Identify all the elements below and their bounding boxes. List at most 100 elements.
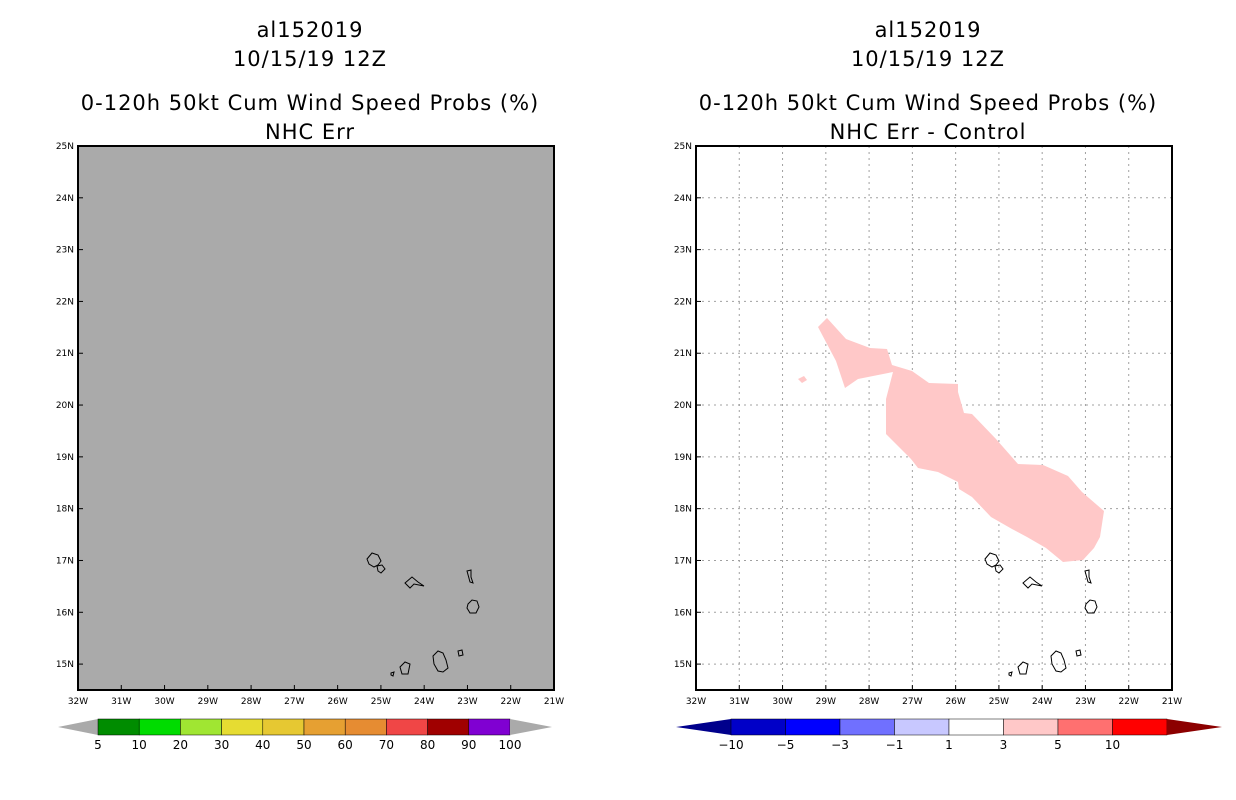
lon-label: 29W xyxy=(816,697,836,707)
colorbar-low-arrow xyxy=(58,719,98,735)
left-map-background xyxy=(78,146,554,690)
lat-label: 23N xyxy=(56,246,74,256)
colorbar-segment xyxy=(303,718,346,736)
left-lat-axis: 25N 24N 23N 22N 21N 20N 19N 18N 17N 16N 15N xyxy=(56,142,83,670)
colorbar-label: 90 xyxy=(461,738,476,752)
colorbar-label: 1 xyxy=(945,738,953,752)
lat-label: 17N xyxy=(674,556,692,566)
lat-label: 24N xyxy=(674,194,692,204)
lon-label: 25W xyxy=(371,697,391,707)
colorbar-segment xyxy=(730,718,786,736)
colorbar-segment xyxy=(138,718,181,736)
difference-area-small xyxy=(798,376,807,383)
colorbar-high-arrow xyxy=(1167,719,1222,735)
colorbar-label: 5 xyxy=(94,738,102,752)
colorbar-segment xyxy=(1057,718,1113,736)
colorbar-segment xyxy=(262,718,305,736)
colorbar-segment xyxy=(97,718,140,736)
lat-label: 15N xyxy=(56,660,74,670)
colorbar-label: −3 xyxy=(831,738,849,752)
colorbar-segment xyxy=(468,718,511,736)
colorbar-segment xyxy=(1112,718,1168,736)
colorbar-label: 60 xyxy=(338,738,353,752)
colorbar-low-arrow xyxy=(676,719,731,735)
colorbar-segment xyxy=(386,718,428,736)
colorbar-label: 30 xyxy=(214,738,229,752)
right-lon-axis: 32W 31W 30W 29W 28W 27W 26W 25W 24W 23W 22W 21W xyxy=(686,685,1182,707)
right-subtitle: NHC Err - Control xyxy=(829,120,1027,144)
colorbar-segment xyxy=(427,718,470,736)
lat-label: 23N xyxy=(674,246,692,256)
lat-label: 16N xyxy=(56,608,74,618)
left-lon-axis: 32W 31W 30W 29W 28W 27W 26W 25W 24W 23W 22W 21W xyxy=(68,685,564,707)
colorbar-segment xyxy=(180,718,222,736)
lat-label: 25N xyxy=(56,142,74,152)
lon-label: 27W xyxy=(284,697,304,707)
lon-label: 28W xyxy=(859,697,879,707)
left-colorbar: 5 10 20 30 40 50 60 70 80 90 100 xyxy=(58,718,552,752)
colorbar-label: 20 xyxy=(173,738,188,752)
right-lat-axis: 25N 24N 23N 22N 21N 20N 19N 18N 17N 16N 15N xyxy=(674,142,701,670)
lon-label: 21W xyxy=(544,697,564,707)
lat-label: 19N xyxy=(56,453,74,463)
lat-label: 25N xyxy=(674,142,692,152)
colorbar-label: 70 xyxy=(379,738,394,752)
colorbar-segment xyxy=(785,718,841,736)
colorbar-segment xyxy=(1003,718,1059,736)
lon-label: 32W xyxy=(686,697,706,707)
lat-label: 24N xyxy=(56,194,74,204)
lat-label: 20N xyxy=(56,401,74,411)
lon-label: 23W xyxy=(1075,697,1095,707)
left-map: 25N 24N 23N 22N 21N 20N 19N 18N 17N 16N 15N 32W 31W… xyxy=(56,142,564,707)
colorbar-segment xyxy=(894,718,950,736)
colorbar-segment xyxy=(839,718,895,736)
colorbar-label: −10 xyxy=(718,738,743,752)
colorbar-segment xyxy=(344,718,387,736)
lat-label: 18N xyxy=(674,505,692,515)
colorbar-label: −1 xyxy=(886,738,904,752)
right-storm-id: al152019 xyxy=(874,18,982,42)
right-grid-lines xyxy=(696,146,1172,690)
lon-label: 31W xyxy=(111,697,131,707)
lat-label: 18N xyxy=(56,505,74,515)
lat-label: 19N xyxy=(674,453,692,463)
lon-label: 32W xyxy=(68,697,88,707)
lon-label: 28W xyxy=(241,697,261,707)
right-product-title: 0-120h 50kt Cum Wind Speed Probs (%) xyxy=(698,91,1158,115)
left-datetime: 10/15/19 12Z xyxy=(232,47,388,71)
colorbar-label: 50 xyxy=(296,738,311,752)
lon-label: 21W xyxy=(1162,697,1182,707)
lon-label: 22W xyxy=(501,697,521,707)
colorbar-label: 100 xyxy=(499,738,522,752)
lat-label: 22N xyxy=(674,297,692,307)
right-datetime: 10/15/19 12Z xyxy=(850,47,1006,71)
colorbar-label: −5 xyxy=(777,738,795,752)
lat-label: 16N xyxy=(674,608,692,618)
colorbar-label: 80 xyxy=(420,738,435,752)
left-storm-id: al152019 xyxy=(256,18,364,42)
lat-label: 21N xyxy=(674,349,692,359)
left-product-title: 0-120h 50kt Cum Wind Speed Probs (%) xyxy=(80,91,540,115)
lon-label: 24W xyxy=(414,697,434,707)
right-map-frame xyxy=(695,145,1173,691)
right-map: 25N 24N 23N 22N 21N 20N 19N 18N 17N 16N 15N 32W 31W… xyxy=(674,142,1182,707)
lon-label: 24W xyxy=(1032,697,1052,707)
colorbar-segment xyxy=(221,718,264,736)
left-map-frame xyxy=(77,145,555,691)
lon-label: 26W xyxy=(327,697,347,707)
lat-label: 20N xyxy=(674,401,692,411)
colorbar-label: 5 xyxy=(1054,738,1062,752)
lon-label: 29W xyxy=(198,697,218,707)
lat-label: 15N xyxy=(674,660,692,670)
left-subtitle: NHC Err xyxy=(264,120,355,144)
lon-label: 22W xyxy=(1119,697,1139,707)
difference-area-main xyxy=(818,318,1104,562)
colorbar-label: 10 xyxy=(1105,738,1120,752)
lon-label: 30W xyxy=(154,697,174,707)
colorbar-label: 40 xyxy=(255,738,270,752)
lon-label: 31W xyxy=(729,697,749,707)
lat-label: 21N xyxy=(56,349,74,359)
lat-label: 22N xyxy=(56,297,74,307)
colorbar-label: 3 xyxy=(1000,738,1008,752)
